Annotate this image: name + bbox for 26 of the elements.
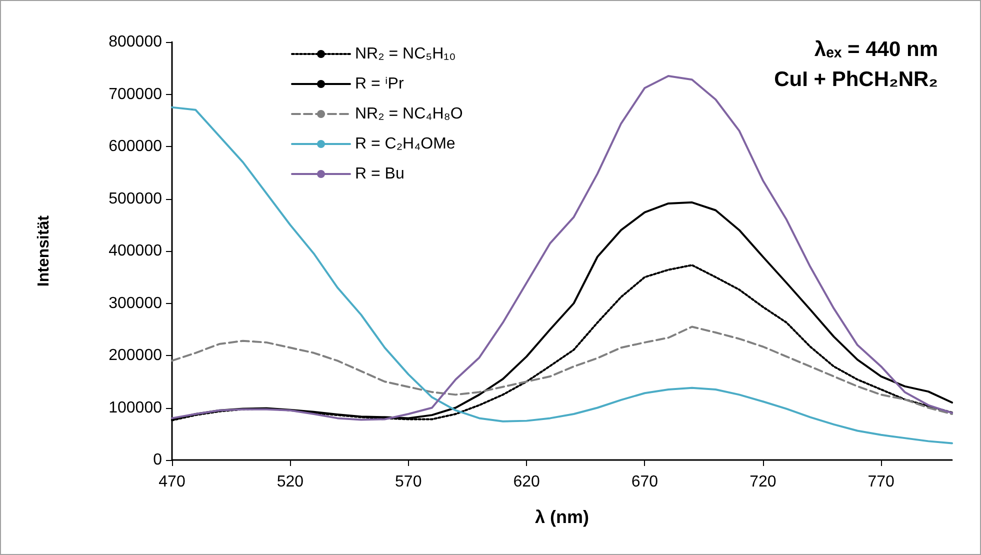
x-tick-label: 720 bbox=[750, 474, 776, 490]
legend-label: NR₂ = NC₄H₈O bbox=[355, 106, 463, 122]
x-axis-title: λ (nm) bbox=[535, 507, 590, 527]
y-tick-label: 500000 bbox=[108, 190, 162, 208]
x-tick-label: 570 bbox=[395, 474, 422, 490]
legend-label: NR₂ = NC₅H₁₀ bbox=[355, 46, 456, 62]
x-tick-label: 620 bbox=[513, 474, 540, 490]
y-tick-label: 0 bbox=[153, 452, 162, 468]
line-series bbox=[171, 326, 953, 416]
y-tick-label: 200000 bbox=[108, 347, 162, 364]
y-tick-label: 700000 bbox=[108, 86, 162, 103]
y-tick-label: 100000 bbox=[108, 399, 162, 416]
y-tick-label: 400000 bbox=[108, 242, 162, 260]
x-tick-label: 770 bbox=[868, 474, 895, 490]
y-tick-label: 300000 bbox=[108, 294, 162, 312]
y-tick-label: 600000 bbox=[108, 138, 162, 155]
x-tick-label: 520 bbox=[276, 474, 304, 490]
annotation: λₑₓ = 440 nm bbox=[814, 38, 938, 61]
x-tick-label: 670 bbox=[631, 474, 658, 490]
legend-label: R = Bu bbox=[355, 166, 404, 182]
legend-label: R = ⁱPr bbox=[355, 76, 404, 92]
annotation: CuI + PhCH₂NR₂ bbox=[774, 68, 938, 91]
y-tick-label: 800000 bbox=[108, 34, 162, 50]
y-axis-title: Intensität bbox=[36, 214, 52, 287]
legend-label: R = C₂H₄OMe bbox=[355, 136, 456, 152]
x-tick-label: 470 bbox=[158, 474, 186, 490]
